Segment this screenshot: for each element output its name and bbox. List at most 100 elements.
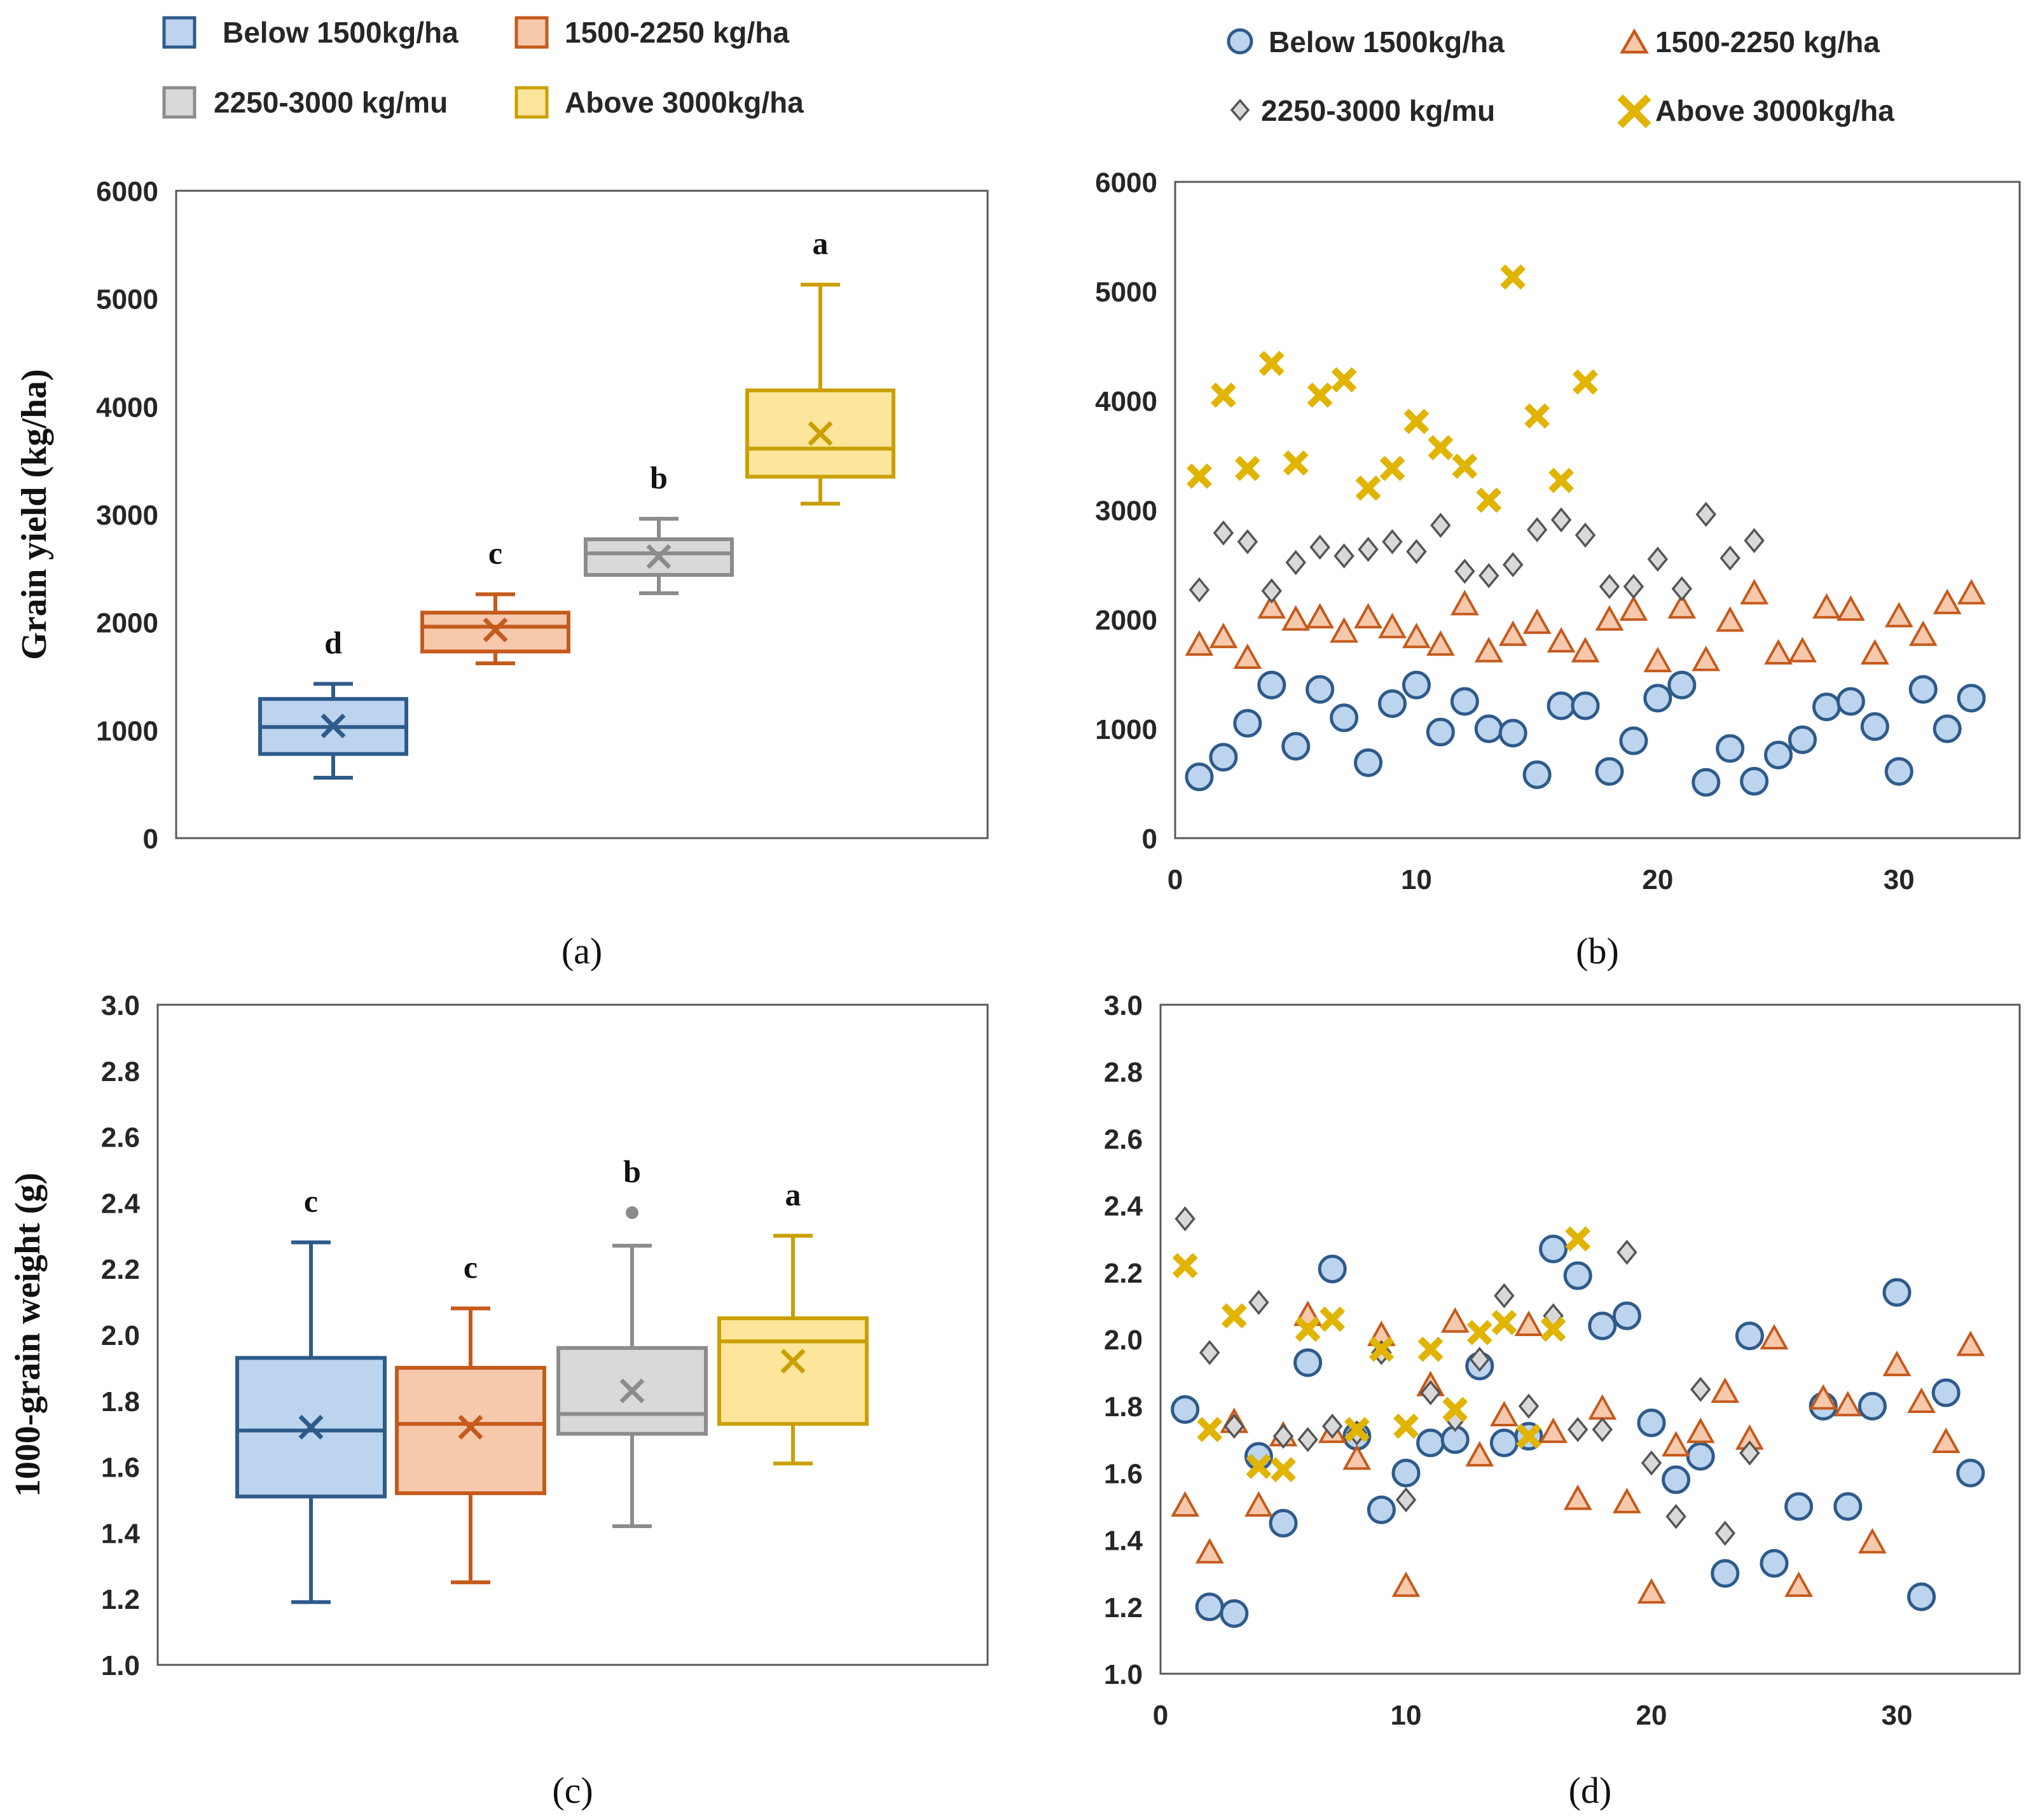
data-point xyxy=(1516,1423,1541,1449)
y-tick-label: 4000 xyxy=(1095,386,1157,417)
y-tick-label: 1000 xyxy=(1095,714,1157,745)
data-point xyxy=(1450,687,1479,716)
data-point xyxy=(1647,546,1669,572)
data-point xyxy=(1272,1423,1294,1449)
data-point xyxy=(1933,714,1962,743)
significance-letter: b xyxy=(623,1154,641,1189)
data-point xyxy=(1784,1492,1814,1521)
data-point xyxy=(1882,1278,1912,1307)
legend-entry: Below 1500kg/ha xyxy=(162,16,458,49)
data-point xyxy=(1395,1487,1417,1513)
x-tick-label: 20 xyxy=(1636,1700,1667,1731)
box-below: d xyxy=(258,624,408,780)
data-point xyxy=(1522,608,1552,634)
data-point xyxy=(1220,1599,1249,1628)
legend-label: 1500-2250 kg/ha xyxy=(565,16,789,49)
data-point xyxy=(1185,762,1214,792)
box-top: a xyxy=(717,1176,869,1466)
data-point xyxy=(1442,1396,1468,1423)
legend-marker-diamond xyxy=(1230,99,1250,121)
y-tick-label: 3.0 xyxy=(1104,990,1143,1021)
data-point xyxy=(1406,539,1427,565)
data-point xyxy=(1735,1321,1764,1351)
y-tick-label: 1.8 xyxy=(1104,1391,1143,1423)
mean-marker xyxy=(483,617,508,643)
data-point xyxy=(1223,1414,1245,1439)
data-point xyxy=(1563,1484,1592,1510)
data-point xyxy=(1884,757,1913,786)
data-point xyxy=(1237,529,1258,555)
mean-marker xyxy=(808,421,833,446)
data-point xyxy=(1573,369,1598,395)
legend-entry: Above 3000kg/ha xyxy=(1617,94,1894,128)
data-point xyxy=(1716,606,1745,632)
data-point xyxy=(1175,1206,1196,1232)
y-tick-label: 2.4 xyxy=(101,1188,141,1219)
x-tick-label: 0 xyxy=(1168,864,1183,895)
x-tick-label: 10 xyxy=(1401,864,1432,895)
data-point xyxy=(1836,687,1865,716)
y-axis-label: Grain yield (kg/ha) xyxy=(15,369,54,659)
data-point xyxy=(1478,563,1499,588)
data-point xyxy=(1619,726,1648,755)
data-point xyxy=(1857,1527,1887,1554)
x-tick-label: 10 xyxy=(1391,1700,1422,1731)
data-point xyxy=(1430,513,1451,538)
data-point xyxy=(1592,1417,1613,1442)
y-tick-label: 4000 xyxy=(96,392,158,423)
data-point xyxy=(1466,1320,1492,1346)
data-point xyxy=(1637,1578,1666,1604)
data-point xyxy=(1563,1261,1592,1290)
data-point xyxy=(1612,1301,1641,1330)
data-point xyxy=(1382,529,1403,555)
data-point xyxy=(1860,712,1889,741)
box-iqr xyxy=(395,1365,546,1496)
data-point xyxy=(1476,487,1502,513)
box-top: a xyxy=(745,226,895,506)
y-tick-label: 2.6 xyxy=(101,1122,140,1154)
data-point xyxy=(1502,552,1524,577)
data-point xyxy=(1426,630,1455,656)
data-point xyxy=(1489,1400,1519,1426)
significance-letter: d xyxy=(324,624,342,660)
data-point xyxy=(1172,1253,1198,1279)
data-point xyxy=(1221,1303,1247,1329)
data-point xyxy=(1784,1571,1814,1597)
mean-marker xyxy=(780,1349,806,1374)
data-point xyxy=(1342,1444,1372,1470)
data-point xyxy=(1171,1491,1200,1517)
data-point xyxy=(1402,623,1431,649)
y-tick-label: 1.4 xyxy=(1104,1526,1143,1557)
data-point xyxy=(1812,593,1841,619)
data-point xyxy=(1233,708,1262,738)
data-point xyxy=(1957,579,1986,605)
data-point xyxy=(1764,638,1793,665)
data-point xyxy=(1809,1384,1838,1410)
data-point xyxy=(1209,623,1238,649)
data-point xyxy=(1244,1491,1273,1517)
x-tick-label: 30 xyxy=(1882,1700,1913,1731)
data-point xyxy=(1524,403,1550,429)
legend-marker-circle xyxy=(1227,28,1253,55)
data-point xyxy=(1956,1330,1985,1356)
y-tick-label: 2.0 xyxy=(101,1320,140,1351)
box-mid: c xyxy=(420,535,570,666)
series-below xyxy=(1171,1234,1985,1628)
data-point xyxy=(1933,588,1962,614)
data-point xyxy=(1452,453,1478,479)
series-below xyxy=(1185,670,1986,797)
y-tick-label: 1.6 xyxy=(101,1452,140,1484)
data-point xyxy=(1474,637,1503,663)
data-point xyxy=(1306,603,1335,629)
data-point xyxy=(1686,1417,1715,1444)
series-top xyxy=(1172,1226,1591,1483)
data-point xyxy=(1498,719,1527,748)
y-tick-label: 1.8 xyxy=(101,1386,140,1417)
y-tick-label: 2.2 xyxy=(101,1254,140,1285)
y-tick-label: 3.0 xyxy=(101,990,140,1021)
data-point xyxy=(1393,1413,1419,1439)
data-point xyxy=(1195,1538,1224,1564)
legend-entry: 2250-3000 kg/mu xyxy=(162,86,448,119)
significance-letter: c xyxy=(488,535,502,571)
legend-label: Above 3000kg/ha xyxy=(1655,94,1894,127)
